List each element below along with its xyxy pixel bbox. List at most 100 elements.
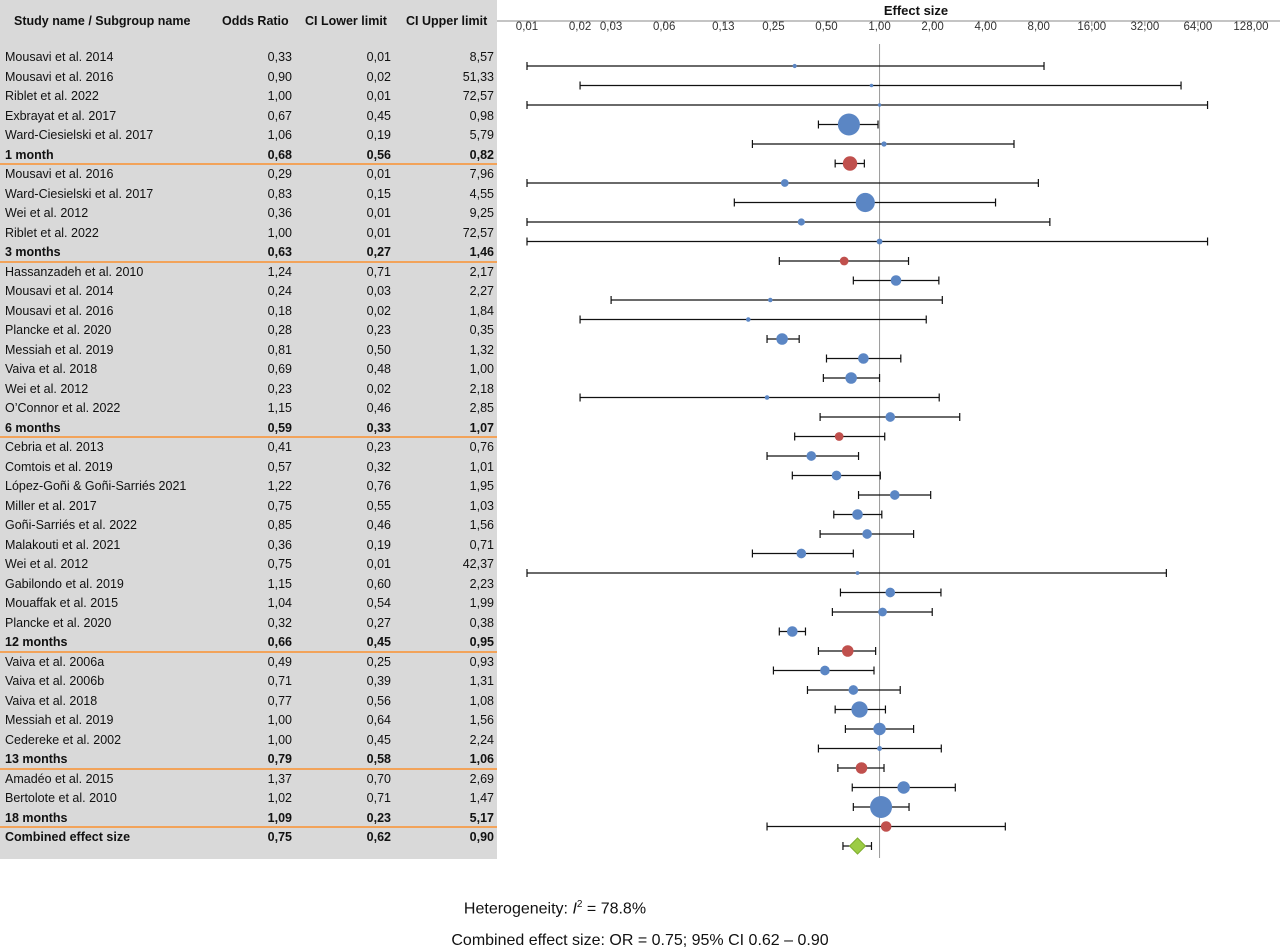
header-odds-ratio: Odds Ratio: [222, 14, 289, 28]
table-row: Gabilondo et al. 2019 1,15 0,60 2,23: [0, 575, 497, 595]
ci-upper-cell: 0,38: [469, 615, 494, 630]
odds-ratio-cell: 0,79: [267, 752, 292, 766]
study-point: [768, 297, 773, 303]
study-name-cell: Exbrayat et al. 2017: [5, 108, 117, 123]
table-row: Plancke et al. 2020 0,32 0,27 0,38: [0, 614, 497, 634]
ci-upper-cell: 0,35: [469, 323, 494, 337]
study-point: [796, 548, 807, 559]
odds-ratio-cell: 0,41: [267, 440, 292, 454]
study-name-cell: Riblet et al. 2022: [5, 225, 99, 240]
table-row: Mousavi et al. 2014 0,33 0,01 8,57: [0, 48, 497, 68]
odds-ratio-cell: 0,66: [267, 635, 292, 649]
subgroup-row: 18 months 1,09 0,23 5,17: [0, 809, 497, 828]
study-name-cell: Messiah et al. 2019: [5, 713, 114, 727]
ci-lower-cell: 0,01: [366, 167, 391, 181]
x-tick-label: 0,02: [569, 21, 591, 33]
x-tick-label: 0,03: [600, 21, 622, 33]
ci-lower-cell: 0,02: [366, 303, 391, 318]
subgroup-point: [839, 256, 849, 266]
study-point: [851, 701, 868, 718]
study-point: [831, 470, 842, 481]
ci-upper-cell: 1,00: [469, 362, 494, 376]
study-point: [889, 490, 900, 500]
odds-ratio-cell: 0,18: [267, 303, 292, 318]
odds-ratio-cell: 0,49: [267, 654, 292, 669]
table-row: Malakouti et al. 2021 0,36 0,19 0,71: [0, 536, 497, 556]
study-name-cell: Cebria et al. 2013: [5, 440, 104, 454]
odds-ratio-cell: 0,36: [267, 206, 292, 220]
subgroup-row: 1 month 0,68 0,56 0,82: [0, 146, 497, 165]
table-row: Mousavi et al. 2014 0,24 0,03 2,27: [0, 282, 497, 302]
ci-lower-cell: 0,48: [366, 362, 391, 376]
study-name-cell: Plancke et al. 2020: [5, 615, 112, 630]
odds-ratio-cell: 1,15: [267, 401, 292, 415]
ci-upper-cell: 1,08: [469, 693, 494, 708]
ci-lower-cell: 0,19: [366, 128, 391, 142]
subgroup-row: 3 months 0,63 0,27 1,46: [0, 243, 497, 263]
table-row: Mousavi et al. 2016 0,18 0,02 1,84: [0, 302, 497, 322]
chart-title: Effect size: [884, 3, 948, 18]
study-name-cell: Mousavi et al. 2016: [5, 303, 114, 318]
study-point: [845, 372, 857, 384]
study-point: [881, 141, 887, 147]
ci-upper-cell: 5,17: [469, 810, 494, 825]
table-row: Amadéo et al. 2015 1,37 0,70 2,69: [0, 770, 497, 790]
subgroup-point: [842, 156, 858, 171]
odds-ratio-cell: 0,29: [267, 167, 292, 181]
study-point: [848, 685, 859, 695]
ci-lower-cell: 0,23: [366, 323, 391, 337]
table-row: Exbrayat et al. 2017 0,67 0,45 0,98: [0, 107, 497, 127]
study-point: [897, 781, 910, 794]
study-name-cell: Goñi-Sarriés et al. 2022: [5, 518, 138, 532]
study-name-cell: Ward-Ciesielski et al. 2017: [5, 186, 154, 201]
ci-upper-cell: 7,96: [469, 167, 494, 181]
study-point: [855, 192, 875, 213]
ci-upper-cell: 2,85: [469, 401, 494, 415]
heterogeneity-symbol: I: [572, 900, 577, 918]
forest-plot: Effect size 0,01 0,02 0,03 0,06 0,13 0,25 0,50 1…: [497, 3, 1280, 858]
odds-ratio-cell: 0,75: [267, 557, 292, 571]
odds-ratio-cell: 0,75: [267, 830, 292, 844]
ci-upper-cell: 0,71: [469, 537, 494, 552]
ci-lower-cell: 0,02: [366, 69, 391, 84]
ci-lower-cell: 0,01: [366, 50, 391, 64]
ci-upper-cell: 1,07: [469, 420, 494, 435]
ci-upper-cell: 0,90: [469, 830, 494, 844]
ci-lower-cell: 0,23: [366, 810, 391, 825]
table-row: Riblet et al. 2022 1,00 0,01 72,57: [0, 224, 497, 244]
odds-ratio-cell: 1,02: [267, 791, 292, 805]
study-name-cell: 6 months: [5, 420, 61, 435]
table-row: Plancke et al. 2020 0,28 0,23 0,35: [0, 321, 497, 341]
study-name-cell: Vaiva et al. 2006b: [5, 674, 105, 688]
study-point: [885, 587, 896, 598]
table-row: Vaiva et al. 2018 0,77 0,56 1,08: [0, 692, 497, 712]
ci-upper-cell: 0,82: [469, 147, 494, 162]
ci-lower-cell: 0,33: [366, 420, 391, 435]
ci-upper-cell: 2,27: [469, 284, 494, 298]
study-name-cell: Mousavi et al. 2016: [5, 167, 114, 181]
ci-lower-cell: 0,03: [366, 284, 391, 298]
study-name-cell: Wei et al. 2012: [5, 381, 89, 396]
x-tick-label: 64,00: [1184, 21, 1213, 33]
ci-upper-cell: 1,56: [469, 518, 494, 532]
table-row: Vaiva et al. 2006b 0,71 0,39 1,31: [0, 672, 497, 692]
odds-ratio-cell: 0,24: [267, 284, 292, 298]
subgroup-point: [880, 821, 892, 832]
table-row: Wei et al. 2012 0,23 0,02 2,18: [0, 380, 497, 400]
ci-upper-cell: 42,37: [462, 557, 494, 571]
odds-ratio-cell: 0,75: [267, 498, 292, 513]
ci-upper-cell: 1,46: [469, 245, 494, 259]
x-tick-label: 0,01: [516, 21, 538, 33]
odds-ratio-cell: 1,00: [267, 89, 292, 103]
study-name-cell: Miller et al. 2017: [5, 498, 97, 513]
ci-upper-cell: 1,84: [469, 303, 494, 318]
ci-lower-cell: 0,01: [366, 225, 391, 240]
ci-upper-cell: 1,06: [469, 752, 494, 766]
odds-ratio-cell: 1,09: [267, 810, 292, 825]
study-name-cell: Ward-Ciesielski et al. 2017: [5, 128, 154, 142]
odds-ratio-cell: 1,00: [267, 225, 292, 240]
odds-ratio-cell: 0,81: [267, 342, 292, 357]
study-point: [890, 275, 902, 286]
subgroup-point: [855, 762, 868, 774]
odds-ratio-cell: 1,04: [267, 596, 292, 610]
